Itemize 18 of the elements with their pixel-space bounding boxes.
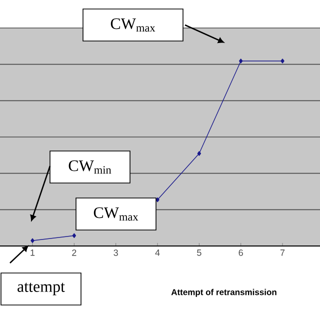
- point: [30, 238, 34, 243]
- point: [238, 58, 243, 64]
- point: [280, 58, 284, 64]
- x-tick-label: 6: [238, 250, 243, 256]
- text: attempt: [18, 282, 65, 296]
- x-tick-label: 3: [114, 250, 118, 256]
- point: [156, 197, 160, 202]
- x-tick-label: 2: [72, 250, 76, 256]
- point: [197, 151, 202, 156]
- x-tick-label: 4: [155, 250, 160, 256]
- x-tick-label: 7: [280, 250, 285, 256]
- annotation: CW$_{max}$: [94, 207, 138, 221]
- point: [72, 233, 76, 238]
- x-tick-label: 1: [30, 250, 35, 256]
- x-axis-title: Attempt of retransmission: [171, 288, 276, 297]
- annotation: CW$_{min}$: [68, 160, 112, 174]
- text: CW$_{max}$: [110, 18, 156, 32]
- x-tick-label: 5: [197, 250, 202, 256]
